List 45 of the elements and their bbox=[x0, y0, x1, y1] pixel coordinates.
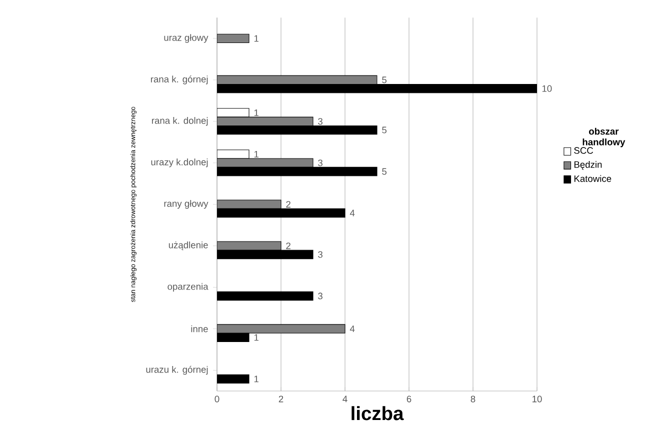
y-tick-label: oparzenia bbox=[168, 282, 208, 292]
data-label: 1 bbox=[254, 334, 258, 341]
data-label: 5 bbox=[382, 76, 387, 84]
bar bbox=[217, 291, 314, 301]
bar bbox=[217, 75, 378, 85]
x-tick-label: 8 bbox=[470, 396, 476, 402]
data-label: 1 bbox=[254, 35, 258, 42]
legend-label: SCC bbox=[574, 147, 594, 154]
x-tick-label: 4 bbox=[342, 396, 348, 402]
data-label: 5 bbox=[382, 168, 387, 175]
x-tick-label: 0 bbox=[214, 396, 220, 402]
y-tick-label: urazu k. górnej bbox=[146, 366, 208, 375]
y-tick-label: uraz głowy bbox=[164, 34, 208, 43]
x-axis-title: liczba bbox=[352, 406, 404, 420]
y-tick-label: użądlenie bbox=[168, 241, 208, 250]
legend-title: obszar handlowy bbox=[582, 128, 626, 148]
data-label: 1 bbox=[254, 150, 258, 158]
data-label: 1 bbox=[254, 110, 258, 116]
x-tick-label: 10 bbox=[532, 396, 542, 402]
data-label: 4 bbox=[350, 210, 355, 216]
bar bbox=[217, 200, 282, 209]
legend-label: Katowice bbox=[574, 175, 612, 182]
data-label: 3 bbox=[318, 251, 322, 258]
x-tick-label: 6 bbox=[406, 396, 412, 402]
bar bbox=[217, 158, 314, 168]
data-label: 2 bbox=[286, 242, 290, 250]
legend-label: Będzin bbox=[574, 161, 602, 170]
data-label: 1 bbox=[254, 376, 258, 382]
y-tick-label: rana k. górnej bbox=[150, 76, 208, 84]
data-label: 3 bbox=[318, 292, 322, 300]
data-label: 3 bbox=[318, 160, 322, 166]
bar bbox=[217, 116, 314, 126]
y-tick-label: urazy k.dolnej bbox=[151, 158, 208, 168]
data-label: 2 bbox=[286, 201, 290, 208]
data-label: 3 bbox=[318, 118, 322, 125]
y-tick-label: rana k. dolnej bbox=[152, 117, 208, 126]
bar bbox=[217, 241, 282, 250]
data-label: 4 bbox=[350, 326, 355, 332]
x-tick-label: 2 bbox=[278, 396, 284, 402]
y-tick-label: inne bbox=[191, 325, 208, 332]
data-label: 10 bbox=[542, 85, 552, 92]
y-tick-label: rany głowy bbox=[164, 200, 208, 209]
data-label: 5 bbox=[382, 126, 387, 134]
bar bbox=[217, 374, 250, 384]
bar bbox=[217, 324, 346, 334]
